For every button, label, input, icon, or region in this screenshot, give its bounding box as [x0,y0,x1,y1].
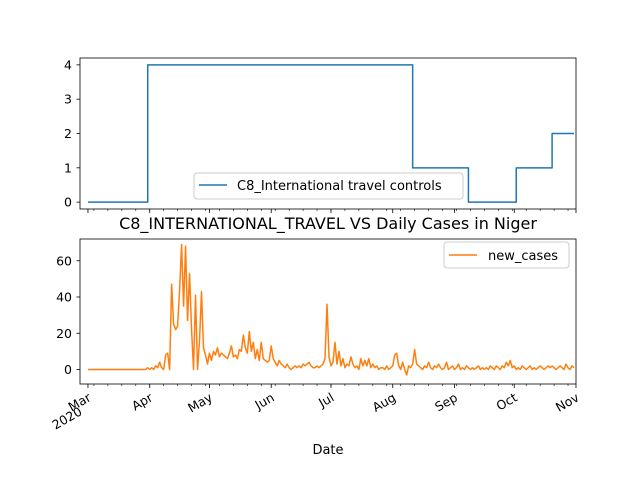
top-y-tick-label: 4 [64,57,72,72]
bottom-y-tick-label: 40 [56,290,72,305]
top-series-line-c8-international-travel-controls [87,64,575,203]
bottom-chart-title: C8_INTERNATIONAL_TRAVEL VS Daily Cases i… [119,214,537,234]
bottom-y-tick-label: 20 [56,326,72,341]
top-legend-label: C8_International travel controls [237,179,442,194]
bottom-plot-frame [79,238,577,385]
bottom-x-tick-label: Jul [315,390,336,411]
top-plot-frame [79,57,577,210]
top-y-tick-label: 0 [64,195,72,210]
top-y-tick-label: 2 [64,126,72,141]
top-y-axis: 0 1 2 3 4 [64,57,80,210]
bottom-legend-label: new_cases [488,249,558,264]
top-legend: C8_International travel controls [193,172,464,200]
bottom-series-line-new-cases [87,243,575,376]
bottom-y-tick-label: 0 [64,362,72,377]
bottom-series-lines [87,243,575,376]
bottom-legend: new_cases [443,241,570,269]
bottom-y-tick-label: 60 [56,253,72,268]
top-y-tick-label: 1 [64,160,72,175]
bottom-legend-box [443,241,570,269]
top-y-tick-label: 3 [64,92,72,107]
bottom-x-axis-label: Date [312,443,343,458]
bottom-y-axis: 0 20 40 60 [56,253,80,377]
top-legend-box [193,172,464,200]
top-subplot: 0 1 2 3 4 C8_International travel controls [64,57,577,213]
top-series-lines [87,64,575,203]
